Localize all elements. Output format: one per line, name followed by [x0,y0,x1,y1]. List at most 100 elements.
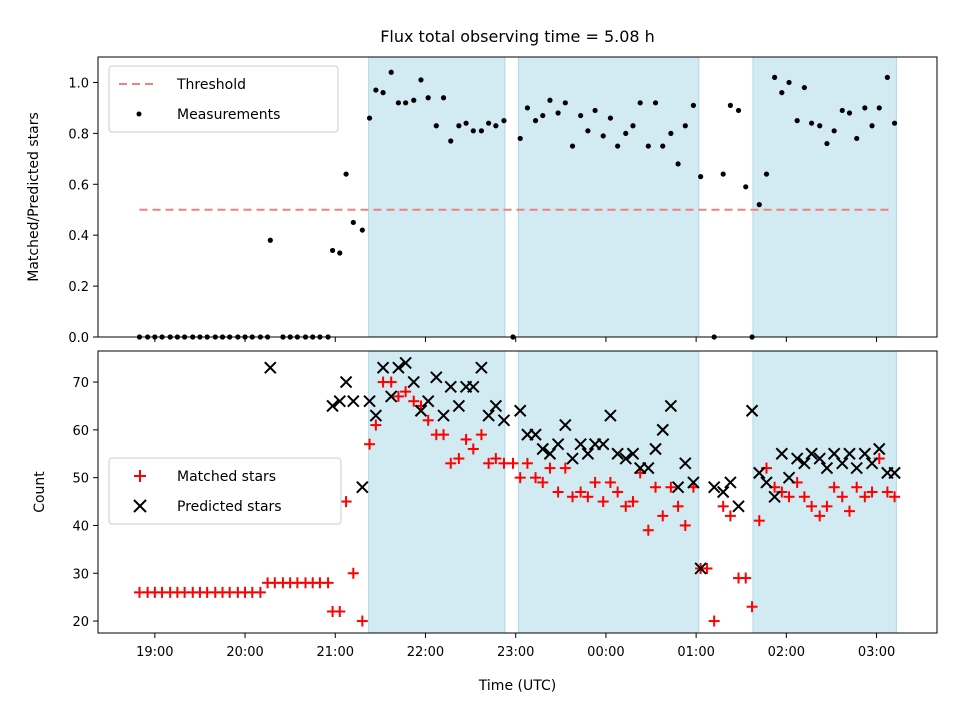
predicted-star-point [619,452,632,465]
matched-star-point [453,453,465,465]
matched-star-point [322,577,334,589]
measurement-point [763,171,770,177]
measurement-point [555,110,561,116]
measurement-point [600,133,606,139]
matched-star-point [821,500,833,512]
chart-title: Flux total observing time = 5.08 h [380,27,655,46]
predicted-star-point [858,447,872,460]
matched-star-point [422,414,434,426]
matched-star-point [620,500,632,512]
y-tick-label: 40 [72,519,89,534]
predicted-star-point [437,409,450,422]
x-axis-label: Time (UTC) [478,678,556,694]
matched-star-point [460,433,472,445]
measurement-point [884,74,890,80]
matched-star-point [392,390,404,402]
bottom-panel: 20 30 40 50 60 70 19:00 20:00 21:00 22:00 23:00 00… [32,350,938,694]
predicted-star-point [529,428,542,441]
matched-star-point [672,500,684,512]
predicted-star-point [775,447,789,460]
matched-star-point [627,496,639,508]
matched-star-point [438,429,450,441]
predicted-star-point [768,490,781,503]
measurement-point [569,143,576,149]
matched-star-point [552,486,564,498]
matched-star-point [701,562,713,574]
matched-star-point [679,519,691,531]
measurement-point [440,95,447,101]
y-tick-label: 0.4 [68,229,89,244]
matched-star-point [589,476,601,488]
predicted-star-point [843,447,856,460]
measurement-point [817,123,823,129]
matched-star-point [537,476,549,488]
predicted-star-point [753,466,766,480]
measurement-point [562,100,568,106]
predicted-star-point [760,476,773,489]
measurement-point [350,219,356,226]
top-plot-frame [97,56,938,338]
predicted-star-point [836,457,849,470]
predicted-star-point [865,457,879,470]
measurement-point [660,143,666,149]
top-y-axis-label: Matched/Predicted stars [26,112,42,282]
predicted-star-point [820,461,834,475]
measurement-point [337,250,343,256]
measurement-point [652,100,659,106]
measurement-point [540,112,546,119]
top-y-axis-ticks: 0.0 0.2 0.4 0.6 0.8 1.0 [68,76,98,346]
measurement-point [786,79,792,86]
measurement-point [824,140,830,147]
predicted-star-point [716,485,730,499]
y-tick-label: 50 [72,472,89,487]
measurement-point [615,143,621,149]
measurement-point [501,118,507,124]
measurement-point [794,118,800,124]
predicted-star-point [745,404,759,417]
predicted-star-point [805,447,818,460]
predicted-star-point [827,447,841,460]
measurement-point [433,123,439,129]
matched-star-point [798,491,810,503]
predicted-star-point [356,481,369,494]
top-panel: 0.0 0.2 0.4 0.6 0.8 1.0 Flux total observing … [26,27,938,346]
bottom-y-axis-label: Count [32,471,48,513]
measurement-point [772,74,778,80]
measurement-point [668,130,674,136]
predicted-star-point [347,394,360,408]
predicted-star-point [707,481,721,494]
y-tick-label: 70 [72,376,89,391]
measurement-point [801,84,807,91]
measurement-point [735,107,742,114]
shaded-interval-1 [368,350,506,634]
predicted-star-point [687,476,700,489]
predicted-star-point [888,466,901,480]
predicted-star-point [376,361,390,374]
measurement-point [585,128,591,134]
predicted-star-point [664,399,678,413]
measurement-point [448,138,454,144]
measurement-point [876,105,882,111]
matched-star-point [356,615,368,627]
predicted-star-point [656,423,669,437]
measurement-point [846,110,853,116]
bottom-shaded-regions [368,350,897,634]
bottom-legend: Matched stars Predicted stars [108,457,342,525]
matched-star-point [753,515,765,527]
y-tick-label: 0.0 [68,331,89,346]
predicted-star-point [414,404,428,417]
matched-star-point [490,453,502,465]
matched-star-point [475,429,487,441]
bottom-plot-frame [97,350,938,634]
measurement-point [779,90,785,96]
measurement-point [720,171,726,177]
top-x-axis-ticks [154,337,878,342]
shaded-interval-3 [752,56,897,338]
shaded-interval-2 [517,56,700,338]
predicted-star-point [790,452,804,465]
legend-measurements-swatch [136,111,142,117]
predicted-star-point [671,481,685,494]
matched-star-point [851,481,863,493]
matched-star-point [866,486,878,498]
